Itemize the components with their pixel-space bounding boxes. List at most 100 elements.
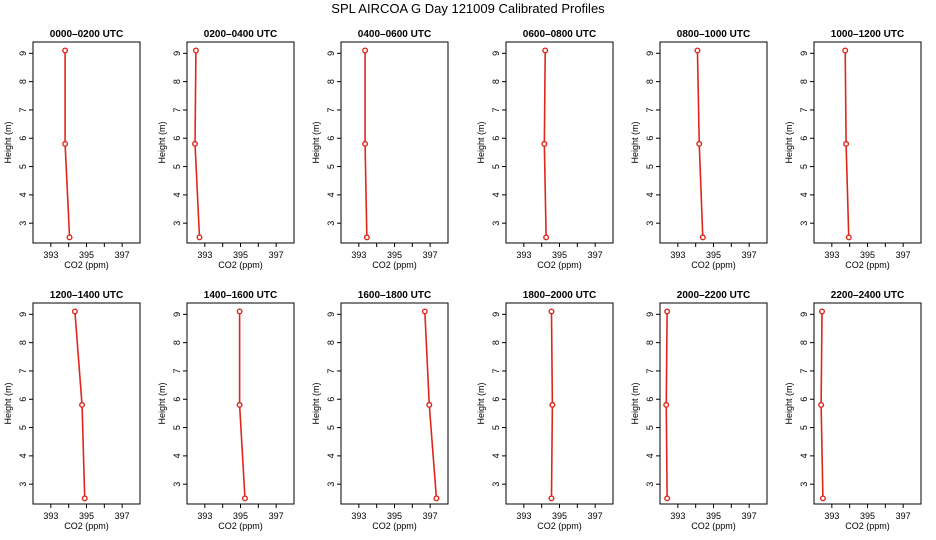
y-tick-label: 3 [172,221,182,226]
x-tick-label: 393 [824,250,839,260]
x-axis-label: CO2 (ppm) [845,521,890,531]
profile-point [819,308,826,315]
y-axis-label: Height (m) [311,382,321,424]
profile-point [362,140,369,147]
plot-frame [505,302,614,505]
x-tick-label: 393 [670,511,685,521]
panel-title: 0800–1000 UTC [677,29,750,40]
y-tick-label: 7 [172,368,182,373]
x-tick-label: 395 [233,250,248,260]
y-tick-label: 5 [172,425,182,430]
y-axis-label: Height (m) [311,121,321,163]
x-tick-label: 397 [742,511,757,521]
profile-point [543,234,550,241]
x-tick-label: 397 [115,511,130,521]
y-axis-label: Height (m) [3,382,13,424]
y-tick-label: 4 [491,453,501,458]
x-tick-label: 397 [896,250,911,260]
x-tick-label: 395 [79,511,94,521]
y-tick-label: 3 [645,221,655,226]
x-tick-label: 393 [824,511,839,521]
y-tick-label: 9 [491,312,501,317]
y-tick-label: 9 [326,312,336,317]
x-axis-label: CO2 (ppm) [218,521,263,531]
y-tick-label: 8 [799,79,809,84]
profile-panel: 0000–0200 UTC 393 395 397 3 4 5 6 7 8 9 CO2 (ppm) He… [3,29,141,270]
y-tick-label: 4 [172,453,182,458]
profile-point [699,234,706,241]
x-tick-label: 395 [860,250,875,260]
x-tick-label: 393 [670,250,685,260]
x-tick-label: 397 [896,511,911,521]
y-tick-label: 4 [799,453,809,458]
x-tick-label: 395 [552,250,567,260]
profile-panel: 1200–1400 UTC 393 395 397 3 4 5 6 7 8 9 CO2 (ppm) He… [3,290,141,531]
y-tick-label: 7 [491,107,501,112]
profile-point [363,234,370,241]
profile-point [818,401,825,408]
x-tick-label: 393 [43,250,58,260]
x-tick-label: 395 [552,511,567,521]
y-tick-label: 8 [172,79,182,84]
y-tick-label: 7 [491,368,501,373]
y-tick-label: 3 [799,482,809,487]
y-tick-label: 6 [491,397,501,402]
y-tick-label: 5 [326,425,336,430]
profile-point [663,401,670,408]
panel-title: 0400–0600 UTC [358,29,431,40]
profile-panel: 1400–1600 UTC 393 395 397 3 4 5 6 7 8 9 CO2 (ppm) He… [157,290,295,531]
y-tick-label: 9 [645,51,655,56]
x-axis-label: CO2 (ppm) [64,521,109,531]
y-tick-label: 4 [172,192,182,197]
y-tick-label: 8 [172,340,182,345]
y-tick-label: 6 [645,136,655,141]
profile-point [843,140,850,147]
panel-title: 0600–0800 UTC [523,29,596,40]
profile-panel: 2000–2200 UTC 393 395 397 3 4 5 6 7 8 9 CO2 (ppm) He… [630,290,768,531]
y-tick-label: 3 [326,221,336,226]
y-tick-label: 4 [645,453,655,458]
y-tick-label: 3 [491,482,501,487]
y-tick-label: 9 [172,51,182,56]
profile-point [548,495,555,502]
y-tick-label: 9 [799,51,809,56]
x-tick-label: 395 [387,511,402,521]
profile-point [548,308,555,315]
x-axis-label: CO2 (ppm) [537,260,582,270]
x-tick-label: 393 [197,511,212,521]
y-tick-label: 3 [799,221,809,226]
y-axis-label: Height (m) [476,382,486,424]
plot-frame [340,41,449,244]
y-tick-label: 7 [645,368,655,373]
y-tick-label: 5 [645,425,655,430]
profile-point [362,47,369,54]
y-tick-label: 6 [172,136,182,141]
y-tick-label: 8 [799,340,809,345]
x-axis-label: CO2 (ppm) [218,260,263,270]
y-tick-label: 6 [172,397,182,402]
profile-point [845,234,852,241]
y-tick-label: 5 [799,425,809,430]
profile-point [842,47,849,54]
x-tick-label: 393 [351,511,366,521]
plot-frame [32,41,141,244]
y-tick-label: 7 [326,107,336,112]
figure-title: SPL AIRCOA G Day 121009 Calibrated Profi… [331,1,605,16]
y-tick-label: 3 [172,482,182,487]
x-tick-label: 397 [423,511,438,521]
x-tick-label: 395 [79,250,94,260]
y-tick-label: 6 [645,397,655,402]
panel-title: 1800–2000 UTC [523,290,596,301]
x-tick-label: 397 [588,250,603,260]
y-tick-label: 3 [18,482,28,487]
y-tick-label: 8 [326,340,336,345]
plot-frame [659,41,768,244]
y-tick-label: 7 [799,107,809,112]
y-tick-label: 9 [18,51,28,56]
x-tick-label: 397 [269,511,284,521]
x-axis-label: CO2 (ppm) [64,260,109,270]
profile-point [62,47,69,54]
y-tick-label: 7 [645,107,655,112]
x-axis-label: CO2 (ppm) [537,521,582,531]
plot-frame [32,302,141,505]
